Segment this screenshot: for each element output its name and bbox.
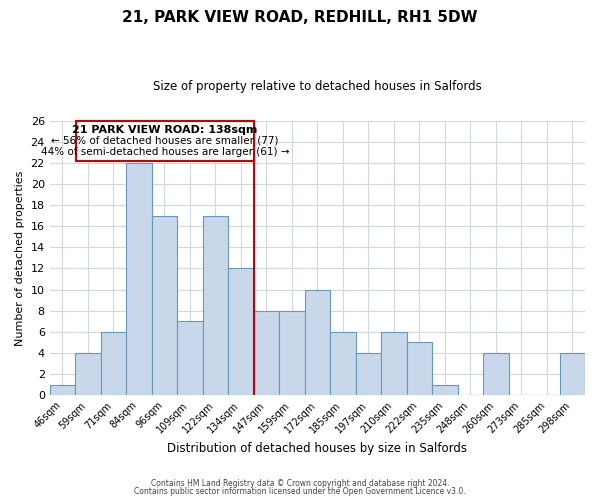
Text: 21, PARK VIEW ROAD, REDHILL, RH1 5DW: 21, PARK VIEW ROAD, REDHILL, RH1 5DW xyxy=(122,10,478,25)
Bar xyxy=(279,310,305,395)
Text: Contains HM Land Registry data © Crown copyright and database right 2024.: Contains HM Land Registry data © Crown c… xyxy=(151,478,449,488)
Text: 21 PARK VIEW ROAD: 138sqm: 21 PARK VIEW ROAD: 138sqm xyxy=(73,124,258,134)
Bar xyxy=(101,332,126,395)
Bar xyxy=(330,332,356,395)
Text: 44% of semi-detached houses are larger (61) →: 44% of semi-detached houses are larger (… xyxy=(41,146,289,156)
Bar xyxy=(203,216,228,395)
Bar xyxy=(381,332,407,395)
X-axis label: Distribution of detached houses by size in Salfords: Distribution of detached houses by size … xyxy=(167,442,467,455)
Y-axis label: Number of detached properties: Number of detached properties xyxy=(15,170,25,346)
Bar xyxy=(432,384,458,395)
Bar xyxy=(177,322,203,395)
Bar xyxy=(560,353,585,395)
Bar xyxy=(356,353,381,395)
Text: Contains public sector information licensed under the Open Government Licence v3: Contains public sector information licen… xyxy=(134,487,466,496)
Bar xyxy=(50,384,75,395)
Bar xyxy=(126,163,152,395)
Bar xyxy=(407,342,432,395)
Title: Size of property relative to detached houses in Salfords: Size of property relative to detached ho… xyxy=(153,80,482,93)
Bar xyxy=(75,353,101,395)
Text: ← 56% of detached houses are smaller (77): ← 56% of detached houses are smaller (77… xyxy=(51,136,279,145)
Bar xyxy=(254,310,279,395)
Bar xyxy=(228,268,254,395)
Bar xyxy=(305,290,330,395)
FancyBboxPatch shape xyxy=(76,120,254,160)
Bar xyxy=(483,353,509,395)
Bar xyxy=(152,216,177,395)
